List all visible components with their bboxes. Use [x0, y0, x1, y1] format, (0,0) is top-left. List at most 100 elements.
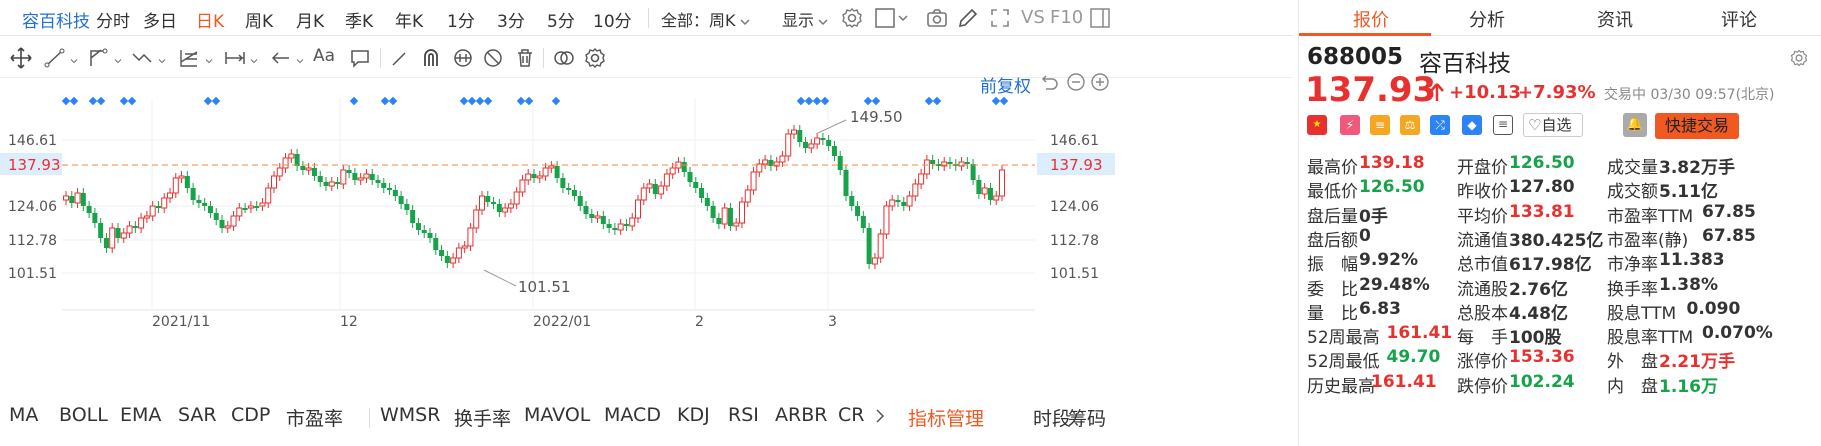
- shuffle-icon[interactable]: ⤮: [1430, 115, 1450, 135]
- lock-drawing-icon[interactable]: [450, 46, 476, 70]
- f10-button[interactable]: F10: [1050, 7, 1084, 28]
- kline-chart-area[interactable]: 146.61 146.61 124.06 124.06 112.78 112.78 101.…: [0, 73, 1293, 392]
- magnet-icon[interactable]: [418, 46, 444, 70]
- tab-quote[interactable]: 报价: [1353, 10, 1389, 31]
- indicator-tab-sar[interactable]: SAR: [178, 404, 217, 426]
- balance-icon[interactable]: ⚖: [1400, 115, 1420, 135]
- indicator-tab-ma[interactable]: MA: [9, 404, 39, 426]
- event-marker-dot[interactable]: [380, 96, 390, 106]
- session-tab[interactable]: 时段: [1033, 408, 1072, 430]
- period-1min[interactable]: 1分: [447, 12, 475, 32]
- tab-news[interactable]: 资讯: [1597, 10, 1633, 31]
- settings-icon[interactable]: [840, 6, 864, 30]
- candle-body: [421, 230, 427, 233]
- candle-body: [317, 176, 323, 182]
- eraser-line-icon[interactable]: [387, 46, 413, 70]
- chevron-down-icon[interactable]: [70, 58, 78, 64]
- trash-icon[interactable]: [512, 46, 538, 70]
- compare-vs-button[interactable]: VS: [1021, 7, 1045, 28]
- bell-icon[interactable]: 🔔: [1623, 113, 1647, 137]
- chip-distribution-tab[interactable]: 筹码: [1068, 408, 1107, 430]
- hide-drawing-icon[interactable]: [480, 46, 506, 70]
- adjust-mode-link[interactable]: 前复权: [980, 77, 1031, 97]
- candle-body: [970, 164, 976, 180]
- candle-body: [756, 163, 763, 173]
- chevron-down-icon[interactable]: [158, 58, 166, 64]
- chevron-down-icon[interactable]: [114, 58, 122, 64]
- event-marker-dot[interactable]: [467, 96, 477, 106]
- chevron-down-icon[interactable]: [205, 58, 213, 64]
- period-3min[interactable]: 3分: [497, 12, 525, 32]
- candle-body: [236, 207, 243, 217]
- period-multiday[interactable]: 多日: [143, 12, 177, 32]
- comment-icon[interactable]: [347, 46, 373, 70]
- period-5min[interactable]: 5分: [547, 12, 575, 32]
- note-icon[interactable]: ≡: [1493, 115, 1513, 135]
- arrow-left-icon[interactable]: [268, 46, 294, 70]
- stock-name-tab[interactable]: 容百科技: [22, 12, 90, 32]
- chevron-down-icon[interactable]: [250, 58, 258, 64]
- camera-icon[interactable]: [925, 6, 949, 30]
- quote-panel: 报价 分析 资讯 评论 688005 容百科技 137.93 +10.13 +7…: [1298, 0, 1821, 446]
- move-crosshair-icon[interactable]: [8, 46, 34, 70]
- period-daily-k[interactable]: 日K: [196, 12, 225, 32]
- tab-comments[interactable]: 评论: [1721, 10, 1757, 31]
- settings-icon[interactable]: [1789, 48, 1809, 68]
- lightning-icon[interactable]: ⚡: [1340, 115, 1360, 135]
- overlay-compare-icon[interactable]: [551, 46, 577, 70]
- event-marker-dot[interactable]: [388, 96, 398, 106]
- event-marker-dot[interactable]: [483, 96, 493, 106]
- display-menu[interactable]: 显示: [782, 7, 828, 31]
- indicator-tab-cr[interactable]: CR: [838, 404, 865, 426]
- indicator-tab-ema[interactable]: EMA: [120, 404, 162, 426]
- indicator-tab-wmsr[interactable]: WMSR: [380, 404, 441, 426]
- fibonacci-icon[interactable]: [176, 46, 202, 70]
- chevron-down-icon[interactable]: [898, 14, 908, 22]
- wave-pattern-icon[interactable]: [130, 46, 156, 70]
- indicator-tab-rsi[interactable]: RSI: [728, 404, 759, 426]
- measure-range-icon[interactable]: [222, 46, 248, 70]
- gear-icon[interactable]: [582, 46, 608, 70]
- period-monthly-k[interactable]: 月K: [296, 12, 325, 32]
- undo-icon[interactable]: [1040, 72, 1060, 92]
- event-marker-dot[interactable]: [349, 96, 359, 106]
- event-marker-dot[interactable]: [459, 96, 469, 106]
- kline-chart[interactable]: 146.61 146.61 124.06 124.06 112.78 112.78 101.…: [0, 78, 1293, 392]
- text-tool-icon[interactable]: Aa: [313, 46, 336, 66]
- tab-analysis[interactable]: 分析: [1469, 10, 1505, 31]
- indicator-tab-mavol[interactable]: MAVOL: [524, 404, 591, 426]
- event-marker-dot[interactable]: [475, 96, 485, 106]
- period-quarterly-k[interactable]: 季K: [345, 12, 374, 32]
- china-flag-icon[interactable]: ★: [1307, 115, 1327, 135]
- quick-trade-button[interactable]: 快捷交易: [1655, 113, 1739, 139]
- watchlist-button[interactable]: ♡自选: [1523, 113, 1583, 137]
- period-yearly-k[interactable]: 年K: [395, 12, 424, 32]
- indicator-tab-arbr[interactable]: ARBR: [775, 404, 828, 426]
- square-select-icon[interactable]: [873, 6, 897, 30]
- indicator-tab-macd[interactable]: MACD: [604, 404, 661, 426]
- tag-icon[interactable]: ◆: [1462, 115, 1482, 135]
- channel-line-icon[interactable]: [86, 46, 112, 70]
- chevron-down-icon[interactable]: [296, 58, 304, 64]
- candle-body: [433, 238, 439, 250]
- collapse-panel-icon[interactable]: [1088, 6, 1112, 30]
- indicator-tab-turnover[interactable]: 换手率: [454, 408, 512, 430]
- stack-coins-icon[interactable]: ≡: [1370, 115, 1390, 135]
- indicator-tab-boll[interactable]: BOLL: [59, 404, 108, 426]
- chevron-right-icon[interactable]: [875, 409, 885, 423]
- zoom-out-icon[interactable]: [1066, 72, 1086, 92]
- trend-line-icon[interactable]: [42, 46, 68, 70]
- candle-body: [814, 137, 821, 145]
- period-intraday[interactable]: 分时: [96, 12, 130, 32]
- indicator-tab-cdp[interactable]: CDP: [231, 404, 271, 426]
- indicator-tab-pe[interactable]: 市盈率: [286, 408, 344, 430]
- period-10min[interactable]: 10分: [593, 12, 632, 32]
- fullscreen-icon[interactable]: [988, 6, 1012, 30]
- pencil-icon[interactable]: [956, 6, 980, 30]
- period-select[interactable]: 全部：周K: [661, 7, 750, 31]
- indicator-manage-button[interactable]: 指标管理: [908, 408, 985, 430]
- zoom-in-icon[interactable]: [1090, 72, 1110, 92]
- x-tick-label: 3: [828, 314, 837, 330]
- indicator-tab-kdj[interactable]: KDJ: [677, 404, 710, 426]
- period-weekly-k[interactable]: 周K: [245, 12, 274, 32]
